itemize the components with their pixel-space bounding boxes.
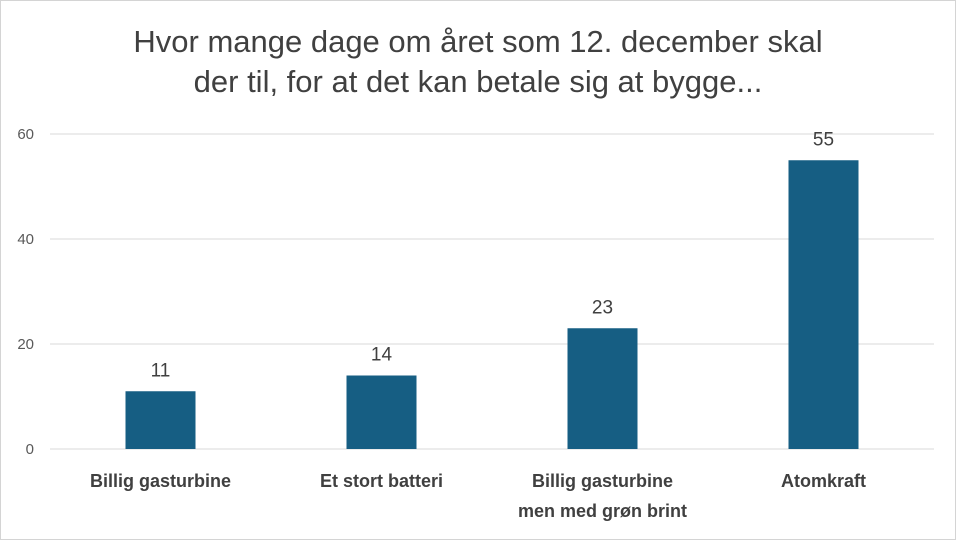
bar — [788, 160, 859, 449]
chart-title-line-2: der til, for at det kan betale sig at by… — [193, 64, 763, 99]
x-tick-label: Et stort batteri — [320, 471, 443, 491]
bar — [125, 391, 196, 449]
data-label: 11 — [151, 360, 171, 381]
y-tick-label: 0 — [26, 441, 34, 458]
bar — [346, 375, 417, 449]
x-tick-label: Billig gasturbine — [90, 471, 231, 491]
chart-title-line-1: Hvor mange dage om året som 12. december… — [133, 24, 823, 59]
data-label: 55 — [813, 129, 834, 150]
bar — [567, 328, 638, 449]
x-tick-label: men med grøn brint — [518, 501, 687, 521]
y-tick-label: 60 — [17, 126, 34, 143]
data-label: 23 — [592, 297, 613, 318]
data-label: 14 — [371, 345, 393, 366]
y-tick-label: 40 — [17, 231, 34, 248]
chart-title: Hvor mange dage om året som 12. december… — [0, 22, 956, 102]
y-tick-label: 20 — [17, 336, 34, 353]
x-tick-label: Atomkraft — [781, 471, 866, 491]
x-tick-label: Billig gasturbine — [532, 471, 673, 491]
